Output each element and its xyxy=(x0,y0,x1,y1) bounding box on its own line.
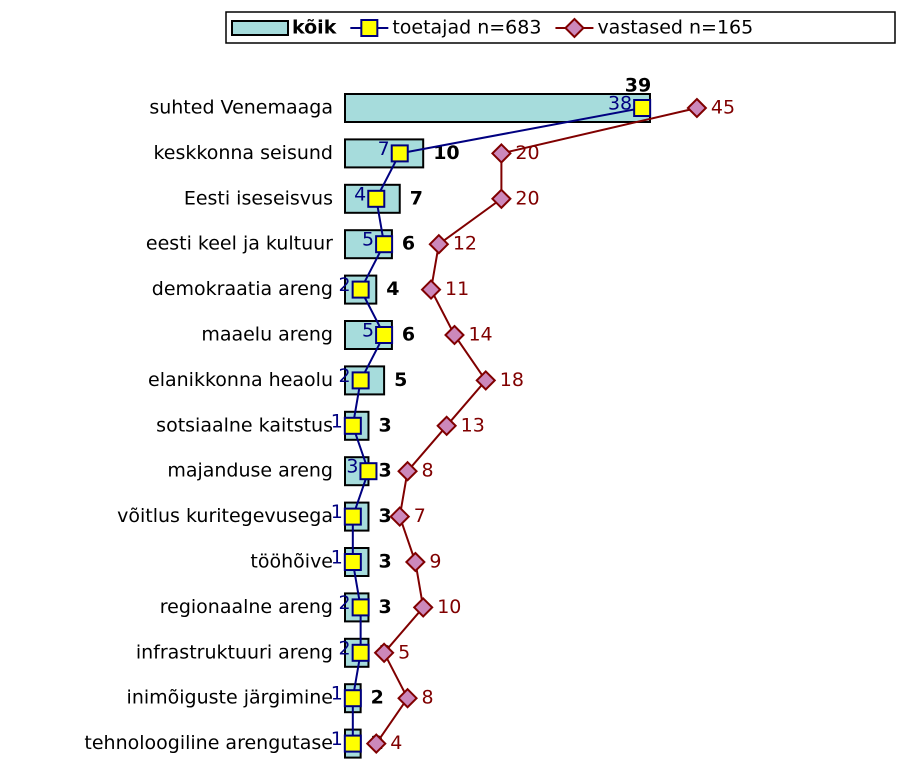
marker-square xyxy=(343,553,362,571)
legend-swatch xyxy=(231,20,289,36)
bar-value-label: 3 xyxy=(378,596,391,618)
marker-square xyxy=(375,326,394,344)
value-label: 20 xyxy=(515,142,539,164)
value-label: 45 xyxy=(711,97,735,119)
value-label: 12 xyxy=(453,233,477,255)
marker-diamond xyxy=(365,733,387,755)
value-label: 5 xyxy=(398,641,410,663)
marker-diamond xyxy=(373,642,395,664)
legend-label: vastased n=165 xyxy=(597,17,753,39)
marker-square xyxy=(351,643,370,662)
marker-diamond xyxy=(404,551,426,573)
category-label: majanduse areng xyxy=(167,460,333,482)
marker-diamond xyxy=(490,142,512,164)
category-label: keskkonna seisund xyxy=(153,142,333,164)
value-label: 2 xyxy=(339,274,351,296)
marker-diamond xyxy=(475,369,497,391)
marker-square xyxy=(633,99,652,117)
category-label: maaelu areng xyxy=(201,324,333,346)
bar-value-label: 5 xyxy=(394,369,407,391)
category-label: regionaalne areng xyxy=(160,596,333,618)
marker-square xyxy=(351,598,370,617)
marker-diamond xyxy=(397,460,418,482)
value-label: 2 xyxy=(339,637,351,659)
marker-square xyxy=(343,734,362,753)
category-label: eesti keel ja kultuur xyxy=(146,233,333,255)
bar-value-label: 3 xyxy=(378,414,391,436)
value-label: 9 xyxy=(429,551,441,573)
category-label: sotsiaalne kaitstus xyxy=(156,414,333,436)
value-label: 5 xyxy=(362,229,374,251)
marker-diamond xyxy=(490,188,512,210)
value-label: 1 xyxy=(331,501,343,523)
category-label: Eesti iseseisvus xyxy=(184,187,333,209)
value-label: 20 xyxy=(515,187,539,209)
bar-value-label: 6 xyxy=(402,324,415,346)
legend-label: toetajad n=683 xyxy=(392,17,541,39)
marker-square xyxy=(375,235,394,254)
category-label: tööhõive xyxy=(250,551,333,573)
value-label: 4 xyxy=(390,732,402,754)
value-label: 1 xyxy=(331,728,343,750)
value-label: 1 xyxy=(331,683,343,705)
value-label: 8 xyxy=(422,687,434,709)
bar-value-label: 10 xyxy=(433,142,459,164)
bar-value-label: 4 xyxy=(386,278,399,300)
value-label: 13 xyxy=(461,414,485,436)
value-label: 1 xyxy=(331,547,343,569)
marker-square xyxy=(351,371,370,390)
bar-value-label: 7 xyxy=(410,187,423,209)
value-label: 2 xyxy=(339,592,351,614)
value-label: 5 xyxy=(362,320,374,342)
value-label: 14 xyxy=(468,324,492,346)
value-label: 7 xyxy=(378,138,390,160)
marker-square xyxy=(359,462,378,481)
value-label: 8 xyxy=(422,460,434,482)
marker-square xyxy=(343,416,362,435)
marker-square xyxy=(367,189,386,208)
category-label: demokraatia areng xyxy=(152,278,333,300)
value-label: 38 xyxy=(608,93,632,115)
bar-value-label: 6 xyxy=(402,233,415,255)
category-label: inimõiguste järgimine xyxy=(127,687,333,709)
marker-diamond xyxy=(428,233,450,255)
bar-value-label: 2 xyxy=(371,687,384,709)
bar xyxy=(344,93,651,123)
bar-value-label: 3 xyxy=(378,505,391,527)
bar-value-label: 3 xyxy=(378,551,391,573)
value-label: 10 xyxy=(437,596,461,618)
marker-diamond xyxy=(436,415,458,437)
marker-diamond xyxy=(564,17,585,39)
marker-diamond xyxy=(412,596,434,618)
marker-diamond xyxy=(686,97,708,119)
marker-diamond xyxy=(444,324,465,346)
value-label: 1 xyxy=(331,410,343,432)
marker-square xyxy=(343,507,362,526)
value-label: 4 xyxy=(354,183,366,205)
value-label: 3 xyxy=(346,456,358,478)
legend-label: kõik xyxy=(292,17,337,39)
bar xyxy=(344,138,425,169)
marker-square xyxy=(343,689,362,708)
value-label: 2 xyxy=(339,365,351,387)
value-label: 18 xyxy=(500,369,524,391)
bar-value-label: 39 xyxy=(625,75,651,97)
value-label: 7 xyxy=(414,505,426,527)
marker-square xyxy=(360,19,379,37)
marker-square xyxy=(390,144,409,163)
category-label: suhted Venemaaga xyxy=(149,97,333,119)
marker-diamond xyxy=(420,279,442,301)
marker-diamond xyxy=(389,506,411,528)
marker-square xyxy=(351,280,370,299)
category-label: võitlus kuritegevusega xyxy=(117,505,333,527)
category-label: infrastruktuuri areng xyxy=(136,641,333,663)
bar-value-label: 3 xyxy=(378,460,391,482)
category-label: tehnoloogiline arengutase xyxy=(84,732,333,754)
marker-diamond xyxy=(397,687,418,709)
category-label: elanikkonna heaolu xyxy=(148,369,333,391)
value-label: 11 xyxy=(445,278,469,300)
